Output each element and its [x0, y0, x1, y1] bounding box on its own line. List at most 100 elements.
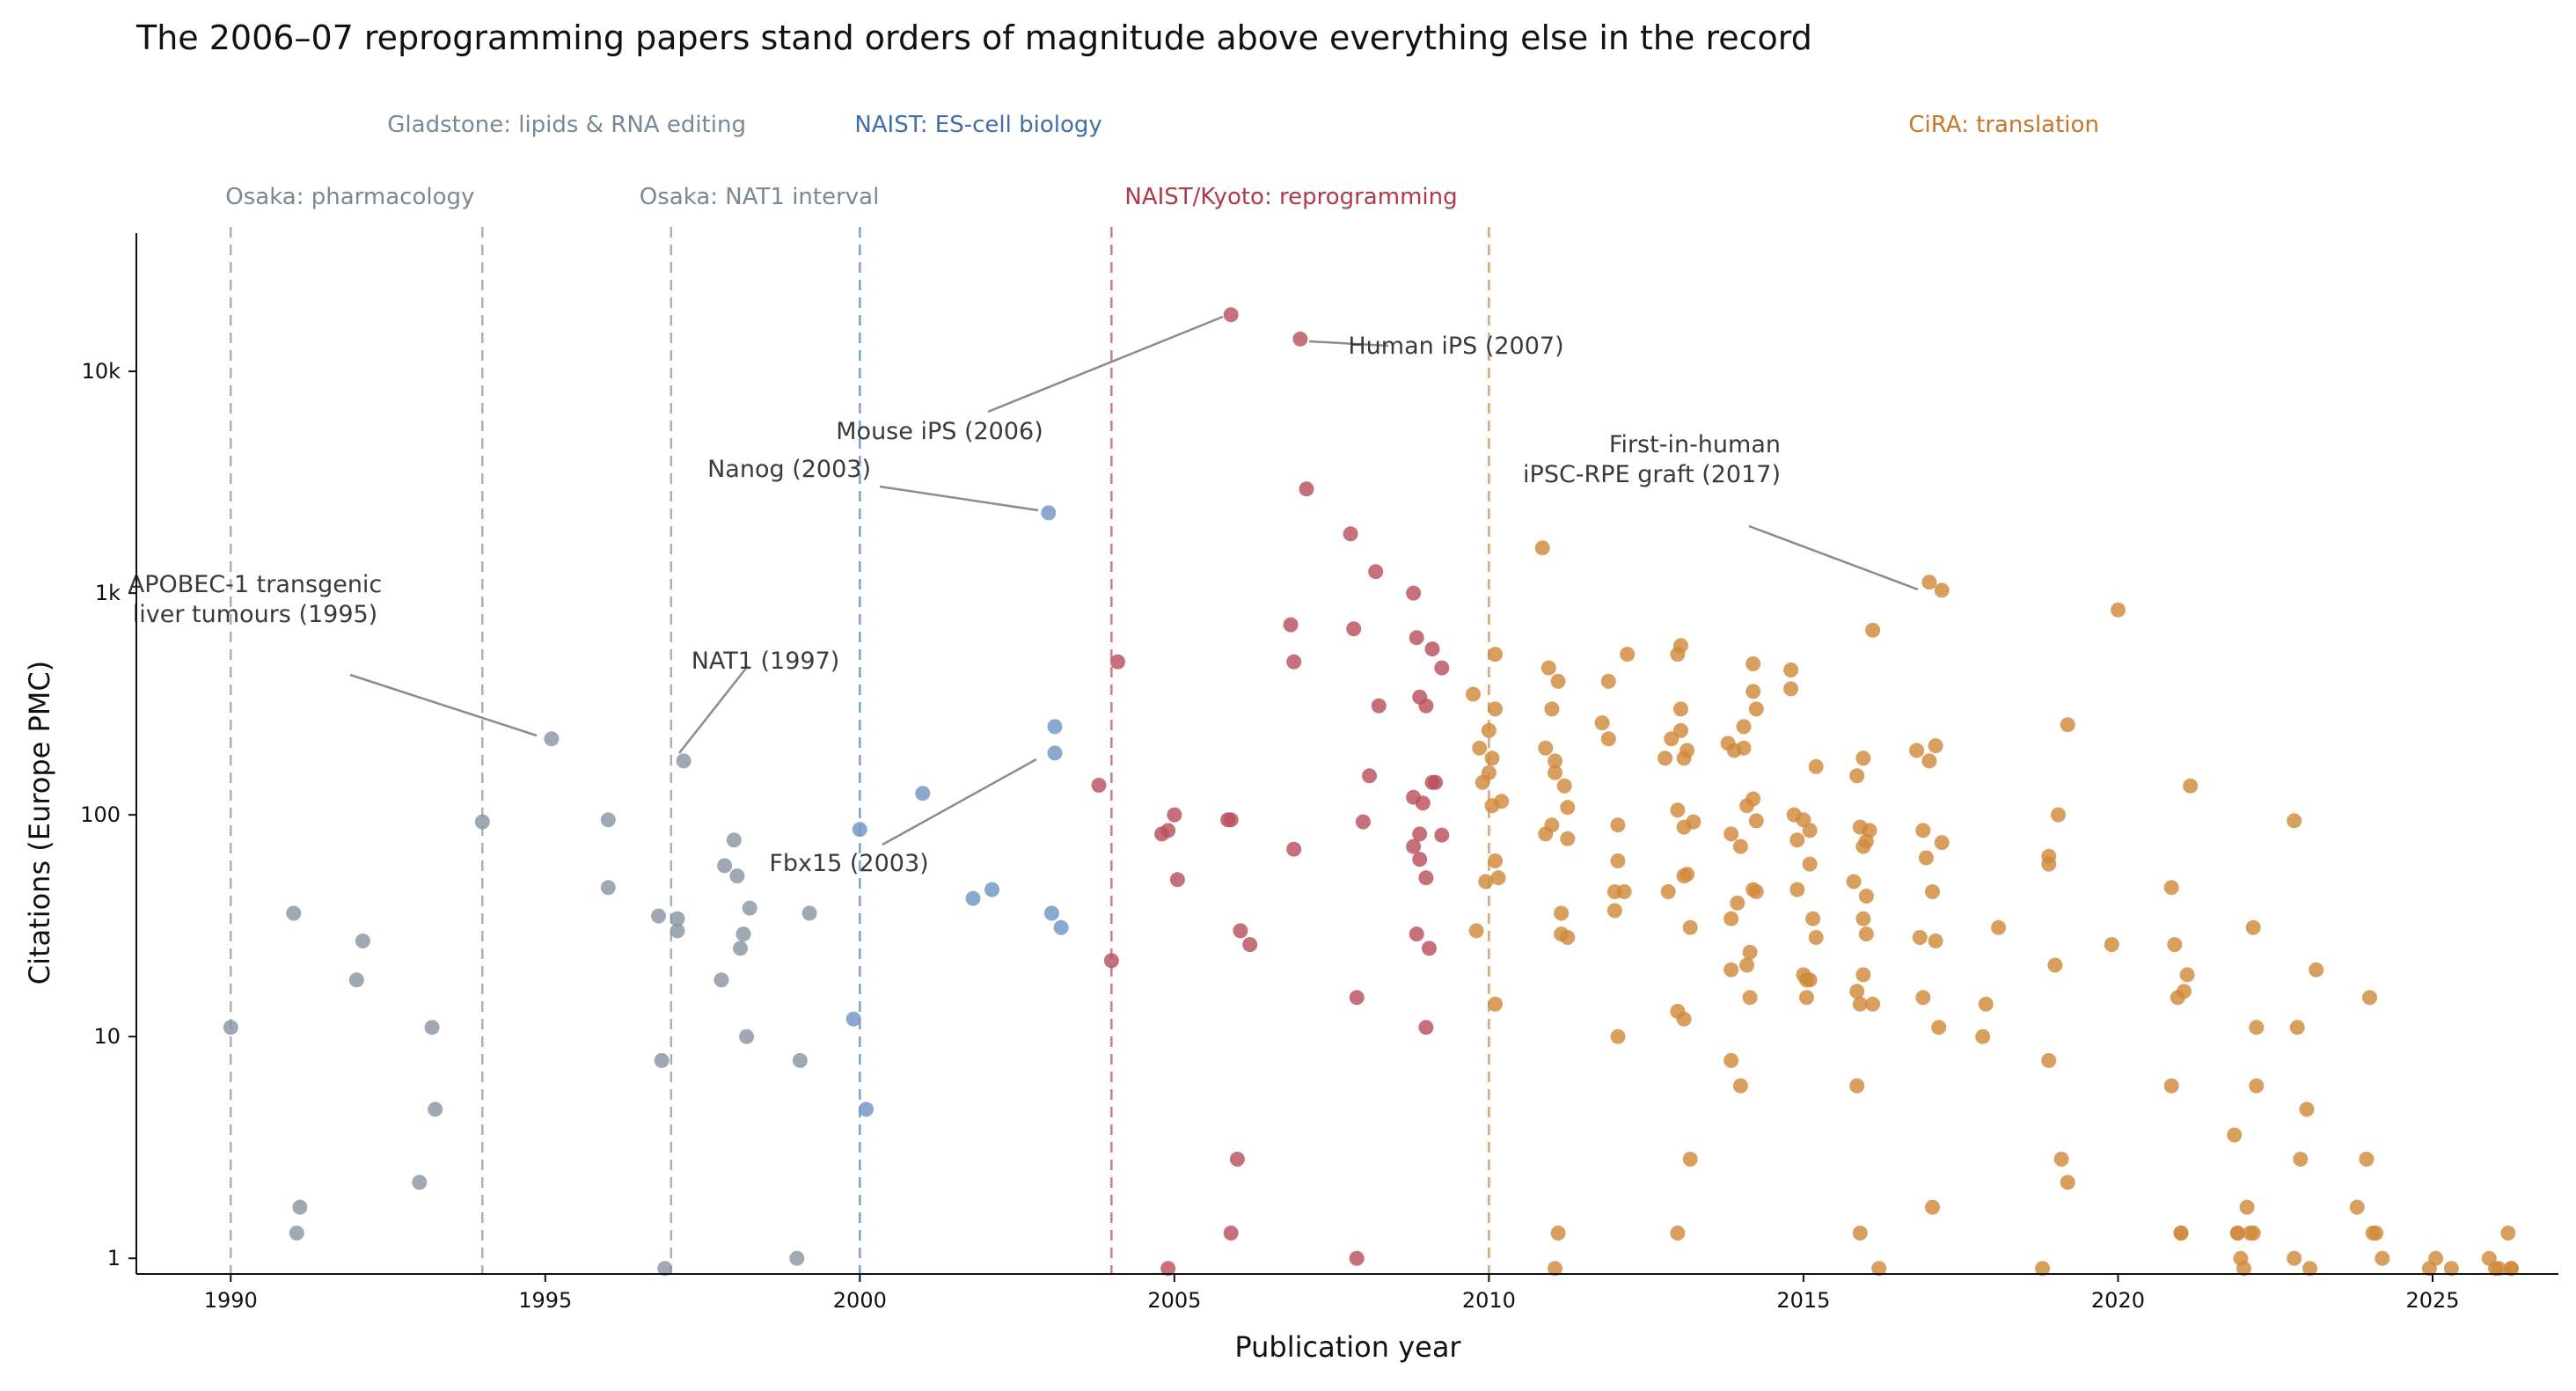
- data-point: [1862, 823, 1877, 838]
- data-point: [1418, 698, 1434, 714]
- data-point: [1484, 750, 1500, 766]
- data-point: [1925, 884, 1940, 899]
- data-point: [2302, 1261, 2317, 1277]
- data-point: [2053, 1152, 2069, 1167]
- data-point: [1418, 870, 1434, 886]
- data-point: [733, 941, 748, 956]
- data-point: [1424, 641, 1440, 657]
- data-point: [1732, 1078, 1748, 1094]
- data-point: [1371, 698, 1387, 714]
- data-point: [739, 1029, 755, 1044]
- y-tick-label: 10k: [82, 359, 121, 384]
- annotation-label: Nanog (2003): [707, 456, 871, 483]
- data-point: [1925, 1199, 1940, 1215]
- data-point: [2227, 1127, 2243, 1143]
- data-point: [1745, 656, 1761, 671]
- data-point: [1415, 795, 1431, 811]
- data-point: [1167, 807, 1182, 823]
- data-point: [1723, 911, 1739, 926]
- data-point: [859, 1102, 874, 1117]
- data-point: [915, 786, 931, 802]
- data-point: [1742, 990, 1758, 1006]
- data-point: [1160, 823, 1176, 838]
- annotation-connector: [678, 665, 749, 754]
- data-point: [1918, 850, 1934, 866]
- data-point: [1931, 1020, 1947, 1036]
- data-point: [1299, 481, 1314, 497]
- data-point: [1283, 617, 1299, 633]
- data-point: [1343, 526, 1358, 542]
- data-point: [2179, 967, 2195, 983]
- data-point: [1730, 895, 1745, 911]
- data-point: [1975, 1029, 1991, 1044]
- data-point: [2375, 1250, 2390, 1266]
- data-point: [1616, 884, 1632, 899]
- data-point: [2035, 1261, 2051, 1277]
- data-point: [1928, 738, 1943, 754]
- data-point: [1723, 962, 1739, 977]
- annotation-connector: [879, 485, 1039, 512]
- x-tick-label: 2010: [1462, 1288, 1516, 1313]
- data-point: [600, 812, 616, 828]
- data-point: [2177, 984, 2192, 999]
- data-point: [852, 822, 867, 838]
- data-point: [670, 911, 685, 926]
- data-point: [670, 923, 685, 939]
- data-point: [1736, 719, 1752, 735]
- data-point: [1802, 856, 1818, 872]
- data-point: [1478, 874, 1494, 890]
- data-point: [2245, 919, 2261, 935]
- data-point: [2309, 962, 2324, 977]
- data-point: [651, 908, 666, 924]
- data-point: [984, 882, 999, 897]
- x-tick-label: 2025: [2405, 1288, 2459, 1313]
- annotation-connector: [987, 315, 1224, 414]
- data-point: [1745, 684, 1761, 699]
- annotation-connector: [349, 673, 538, 737]
- data-point: [355, 933, 370, 948]
- data-point: [1349, 1250, 1365, 1266]
- data-point: [2359, 1152, 2375, 1167]
- annotation-label: Fbx15 (2003): [769, 850, 928, 877]
- axes: 1990 1995 2000 2005 2010 2015 2020 2025 1 10 100 1k…: [80, 233, 2558, 1313]
- data-point: [1991, 919, 2007, 935]
- annotation-connector: [1748, 524, 1919, 591]
- data-point: [1849, 1078, 1865, 1094]
- era-label: Osaka: pharmacology: [225, 184, 474, 210]
- data-point: [1858, 926, 1874, 942]
- data-point: [1745, 791, 1761, 807]
- x-tick-label: 2000: [833, 1288, 887, 1313]
- data-point: [1610, 853, 1626, 868]
- data-point: [1406, 838, 1422, 854]
- x-tick-label: 1990: [204, 1288, 258, 1313]
- data-point: [1560, 800, 1576, 816]
- data-point: [1934, 582, 1950, 598]
- data-point: [1673, 701, 1688, 717]
- data-point: [1481, 722, 1497, 738]
- data-point: [1434, 827, 1450, 843]
- data-point: [1292, 331, 1308, 347]
- data-point: [2287, 813, 2302, 829]
- data-point: [654, 1052, 670, 1068]
- data-point: [965, 890, 981, 906]
- data-point: [1412, 852, 1428, 868]
- data-point: [2104, 937, 2119, 953]
- era-label: Osaka: NAT1 interval: [640, 184, 880, 210]
- data-point: [729, 868, 745, 884]
- data-point: [2349, 1199, 2365, 1215]
- data-point: [1169, 872, 1185, 888]
- data-point: [1412, 826, 1428, 842]
- data-point: [1286, 654, 1302, 670]
- data-point: [1736, 740, 1752, 756]
- data-point: [742, 900, 757, 916]
- data-point: [348, 972, 364, 988]
- data-point: [1865, 622, 1881, 638]
- data-point: [717, 858, 733, 874]
- data-point: [1554, 905, 1570, 921]
- data-point: [1594, 715, 1610, 731]
- data-point: [544, 731, 560, 747]
- data-point: [1550, 1226, 1566, 1241]
- data-point: [1808, 930, 1824, 945]
- data-point: [1355, 814, 1371, 830]
- data-point: [1732, 838, 1748, 854]
